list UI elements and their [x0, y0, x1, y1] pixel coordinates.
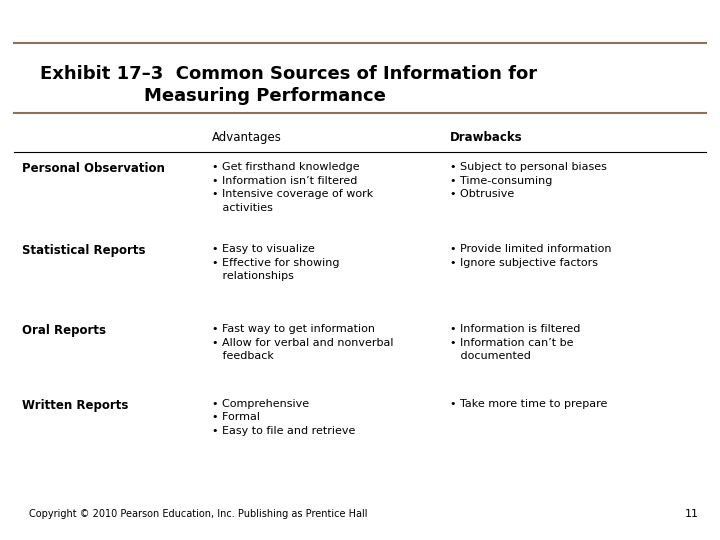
Text: Oral Reports: Oral Reports: [22, 324, 106, 337]
Text: • Easy to visualize
• Effective for showing
   relationships: • Easy to visualize • Effective for show…: [212, 244, 340, 281]
Text: Statistical Reports: Statistical Reports: [22, 244, 145, 257]
Text: • Subject to personal biases
• Time-consuming
• Obtrusive: • Subject to personal biases • Time-cons…: [450, 162, 607, 199]
Text: Measuring Performance: Measuring Performance: [144, 87, 386, 105]
Text: • Fast way to get information
• Allow for verbal and nonverbal
   feedback: • Fast way to get information • Allow fo…: [212, 324, 394, 361]
Text: Personal Observation: Personal Observation: [22, 162, 164, 175]
Text: Exhibit 17–3  Common Sources of Information for: Exhibit 17–3 Common Sources of Informati…: [40, 65, 536, 83]
Text: • Get firsthand knowledge
• Information isn’t filtered
• Intensive coverage of w: • Get firsthand knowledge • Information …: [212, 162, 374, 213]
Text: Copyright © 2010 Pearson Education, Inc. Publishing as Prentice Hall: Copyright © 2010 Pearson Education, Inc.…: [29, 509, 367, 519]
Text: • Information is filtered
• Information can’t be
   documented: • Information is filtered • Information …: [450, 324, 580, 361]
Text: 11: 11: [685, 509, 698, 519]
Text: Drawbacks: Drawbacks: [450, 131, 523, 144]
Text: • Comprehensive
• Formal
• Easy to file and retrieve: • Comprehensive • Formal • Easy to file …: [212, 399, 356, 436]
Text: • Provide limited information
• Ignore subjective factors: • Provide limited information • Ignore s…: [450, 244, 611, 268]
Text: Written Reports: Written Reports: [22, 399, 128, 411]
Text: • Take more time to prepare: • Take more time to prepare: [450, 399, 608, 409]
Text: Advantages: Advantages: [212, 131, 282, 144]
